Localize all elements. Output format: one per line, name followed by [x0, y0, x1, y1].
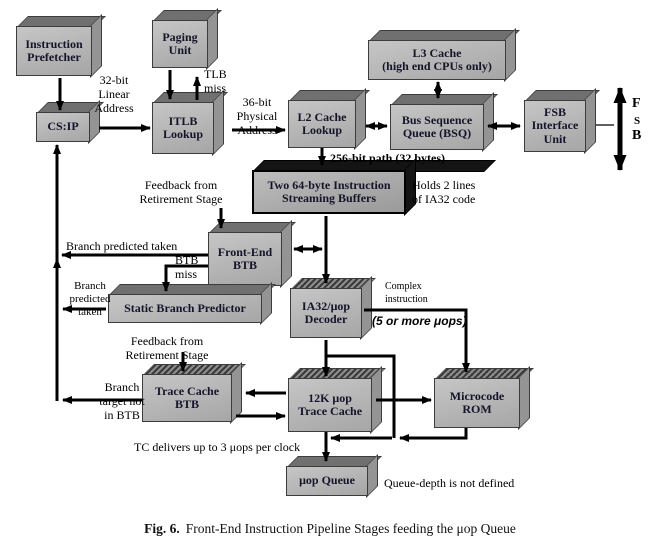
label-queue-depth: Queue-depth is not defined [384, 476, 515, 490]
box-front-end-btb: Front-End BTB [208, 220, 296, 288]
box-ia32-uop-decoder: IA32/μop Decoder [290, 276, 376, 340]
box-streaming-buffers: Two 64-byte Instruction Streaming Buffer… [252, 158, 496, 216]
box-front-face: 12K μop Trace Cache [288, 378, 372, 432]
box-uop-queue: μop Queue [286, 454, 382, 498]
fsb-letter-b: B [632, 128, 642, 143]
box-label: Front-End BTB [217, 244, 273, 272]
box-front-face: Paging Unit [152, 20, 208, 68]
label-36bit-physical-address: 36-bit Physical Address [236, 95, 278, 138]
arrow-rom-output [399, 428, 468, 442]
box-itlb-lookup: ITLB Lookup [152, 90, 228, 156]
label-complex-instruction: Complex instruction [385, 281, 428, 305]
box-label: Bus Sequence Queue (BSQ) [401, 112, 473, 140]
box-front-face: μop Queue [286, 466, 368, 496]
box-static-branch-predictor: Static Branch Predictor [108, 282, 276, 325]
box-trace-cache-btb: Trace Cache BTB [142, 362, 246, 424]
box-label: IA32/μop Decoder [301, 298, 351, 326]
label-branch-predicted-taken-2: Branch predicted taken [69, 280, 111, 318]
box-label: CS:IP [47, 119, 79, 134]
label-feedback-retirement-2: Feedback from Retirement Stage [125, 334, 209, 363]
box-label: Instruction Prefetcher [25, 36, 83, 64]
box-label: FSB Interface Unit [531, 104, 579, 146]
label-btb-miss: BTB miss [175, 253, 199, 282]
box-front-face: FSB Interface Unit [524, 100, 586, 152]
box-front-face: Static Branch Predictor [108, 294, 262, 323]
fsb-letter-f: F [632, 96, 641, 111]
label-tlb-miss: TLB miss [204, 67, 227, 96]
figure-caption-text: Front-End Instruction Pipeline Stages fe… [185, 521, 516, 536]
box-label: L2 Cache Lookup [297, 109, 347, 137]
box-fsb-interface-unit: FSB Interface Unit [524, 88, 600, 154]
box-cs-ip: CS:IP [36, 100, 104, 144]
box-front-face: L2 Cache Lookup [288, 100, 356, 148]
label-256bit-path: 256-bit path (32 bytes) [330, 151, 446, 165]
box-12k-uop-trace-cache: 12K μop Trace Cache [288, 366, 386, 434]
box-front-face: Bus Sequence Queue (BSQ) [390, 104, 484, 150]
box-label: Microcode ROM [449, 388, 505, 416]
label-branch-target-not-in-btb: Branch target not in BTB [99, 380, 145, 423]
box-label: L3 Cache (high end CPUs only) [382, 45, 492, 73]
box-microcode-rom: Microcode ROM [434, 366, 534, 430]
box-front-face: ITLB Lookup [152, 102, 214, 154]
box-front-face: Microcode ROM [434, 378, 520, 428]
figure-caption-number: Fig. 6. [144, 521, 180, 536]
label-5-or-more-uops: (5 or more μops) [372, 314, 467, 328]
figure-caption: Fig. 6. Front-End Instruction Pipeline St… [0, 521, 660, 537]
box-bus-sequence-queue: Bus Sequence Queue (BSQ) [390, 92, 498, 152]
box-label: Paging Unit [162, 29, 198, 57]
box-label: μop Queue [299, 473, 355, 488]
box-front-face: Instruction Prefetcher [16, 26, 92, 76]
box-front-face: CS:IP [36, 112, 90, 142]
box-front-face: L3 Cache (high end CPUs only) [368, 40, 506, 80]
box-label: Trace Cache BTB [154, 383, 220, 411]
box-l3-cache: L3 Cache (high end CPUs only) [368, 28, 520, 82]
label-32bit-linear-address: 32-bit Linear Address [94, 73, 134, 116]
box-label: Static Branch Predictor [124, 300, 246, 315]
label-holds-2-lines: Holds 2 lines of IA32 code [412, 178, 476, 207]
box-front-face: Two 64-byte Instruction Streaming Buffer… [252, 170, 406, 214]
fsb-letter-s: S [634, 115, 641, 127]
box-instruction-prefetcher: Instruction Prefetcher [16, 14, 106, 78]
box-front-face: Front-End BTB [208, 232, 282, 286]
label-feedback-retirement-1: Feedback from Retirement Stage [139, 178, 223, 207]
box-label: ITLB Lookup [162, 113, 204, 141]
box-label: Two 64-byte Instruction Streaming Buffer… [267, 177, 391, 205]
box-label: 12K μop Trace Cache [297, 390, 363, 418]
label-branch-predicted-taken-1: Branch predicted taken [66, 239, 178, 253]
box-paging-unit: Paging Unit [152, 8, 222, 70]
label-tc-delivers: TC delivers up to 3 μops per clock [134, 440, 301, 454]
box-front-face: Trace Cache BTB [142, 374, 232, 422]
box-l2-cache-lookup: L2 Cache Lookup [288, 88, 370, 150]
box-front-face: IA32/μop Decoder [290, 288, 362, 338]
